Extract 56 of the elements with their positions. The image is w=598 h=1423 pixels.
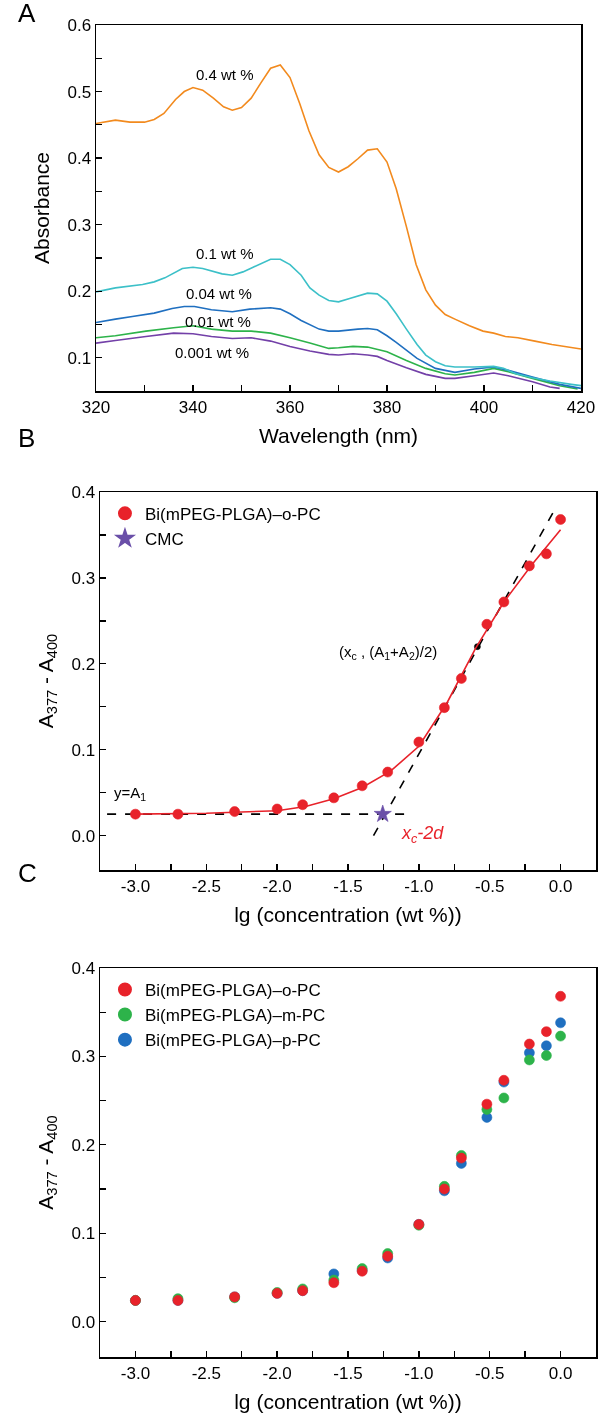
x-tick-label: 420 xyxy=(566,397,596,417)
x-axis-title: lg (concentration (wt %)) xyxy=(234,1389,462,1413)
x-tick-label: -1.0 xyxy=(404,1363,434,1383)
y-tick-label: 0.1 xyxy=(67,348,92,368)
y-tick-label: 0.3 xyxy=(67,215,92,235)
x-tick-label: -1.0 xyxy=(404,876,434,896)
y-tick-label: 0.4 xyxy=(71,482,96,502)
y-tick-label: 0.2 xyxy=(71,654,96,674)
chart-title: A xyxy=(18,0,36,29)
x-tick-label: -2.0 xyxy=(262,876,292,896)
y-tick-label: 0.3 xyxy=(71,1047,96,1067)
x-tick-label: -1.5 xyxy=(333,1363,363,1383)
x-tick-label: -3.0 xyxy=(120,1363,151,1383)
x-tick-label: 360 xyxy=(275,397,305,417)
y-tick-label: 0.2 xyxy=(67,282,92,302)
legend-label: Bi(mPEG-PLGA)–m-PC xyxy=(144,1006,326,1026)
annotation: 0.4 wt % xyxy=(196,66,254,83)
y-axis-title: Absorbance xyxy=(29,151,53,265)
y-tick-label: 0.1 xyxy=(71,1224,96,1244)
y-tick-label: 0.3 xyxy=(71,568,96,588)
legend-label: Bi(mPEG-PLGA)–o-PC xyxy=(144,504,321,524)
y-tick-label: 0.0 xyxy=(71,826,96,846)
annotation: 0.1 wt % xyxy=(196,245,254,262)
x-tick-label: -0.5 xyxy=(475,876,505,896)
x-tick-label: -3.0 xyxy=(120,876,151,896)
x-tick-label: -1.5 xyxy=(333,876,363,896)
x-tick-label: 0.0 xyxy=(548,1363,573,1383)
x-tick-label: 320 xyxy=(81,397,111,417)
annotation: (x$_{c}$ , (A$_{1}$+A$_{2}$)/2) xyxy=(339,643,438,663)
annotation: 0.01 wt % xyxy=(185,313,251,330)
legend-label: Bi(mPEG-PLGA)–p-PC xyxy=(144,1031,321,1051)
y-tick-label: 0.5 xyxy=(67,82,92,102)
x-tick-label: 340 xyxy=(178,397,208,417)
chart-title: C xyxy=(18,858,37,889)
y-tick-label: 0.4 xyxy=(67,149,92,169)
x-tick-label: 380 xyxy=(372,397,402,417)
x-tick-label: 0.0 xyxy=(548,876,573,896)
x-tick-label: -2.5 xyxy=(191,1363,221,1383)
y-tick-label: 0.4 xyxy=(71,958,96,978)
annotation: 0.04 wt % xyxy=(186,285,252,302)
annotation: x$_{c}$-2d xyxy=(401,823,445,846)
x-axis-title: Wavelength (nm) xyxy=(258,423,419,447)
x-tick-label: -2.0 xyxy=(262,1363,292,1383)
x-axis-title: lg (concentration (wt %)) xyxy=(234,902,462,926)
y-tick-label: 0.1 xyxy=(71,740,96,760)
legend-label: CMC xyxy=(144,530,184,550)
y-tick-label: 0.6 xyxy=(67,15,92,35)
y-tick-label: 0.0 xyxy=(71,1312,96,1332)
annotation: y=A$_{1}$ xyxy=(114,784,147,804)
annotation: 0.001 wt % xyxy=(175,344,250,361)
legend-label: Bi(mPEG-PLGA)–o-PC xyxy=(144,981,321,1001)
x-tick-label: -2.5 xyxy=(191,876,221,896)
chart-title: B xyxy=(18,423,36,454)
x-tick-label: -0.5 xyxy=(475,1363,505,1383)
y-tick-label: 0.2 xyxy=(71,1135,96,1155)
x-tick-label: 400 xyxy=(469,397,499,417)
